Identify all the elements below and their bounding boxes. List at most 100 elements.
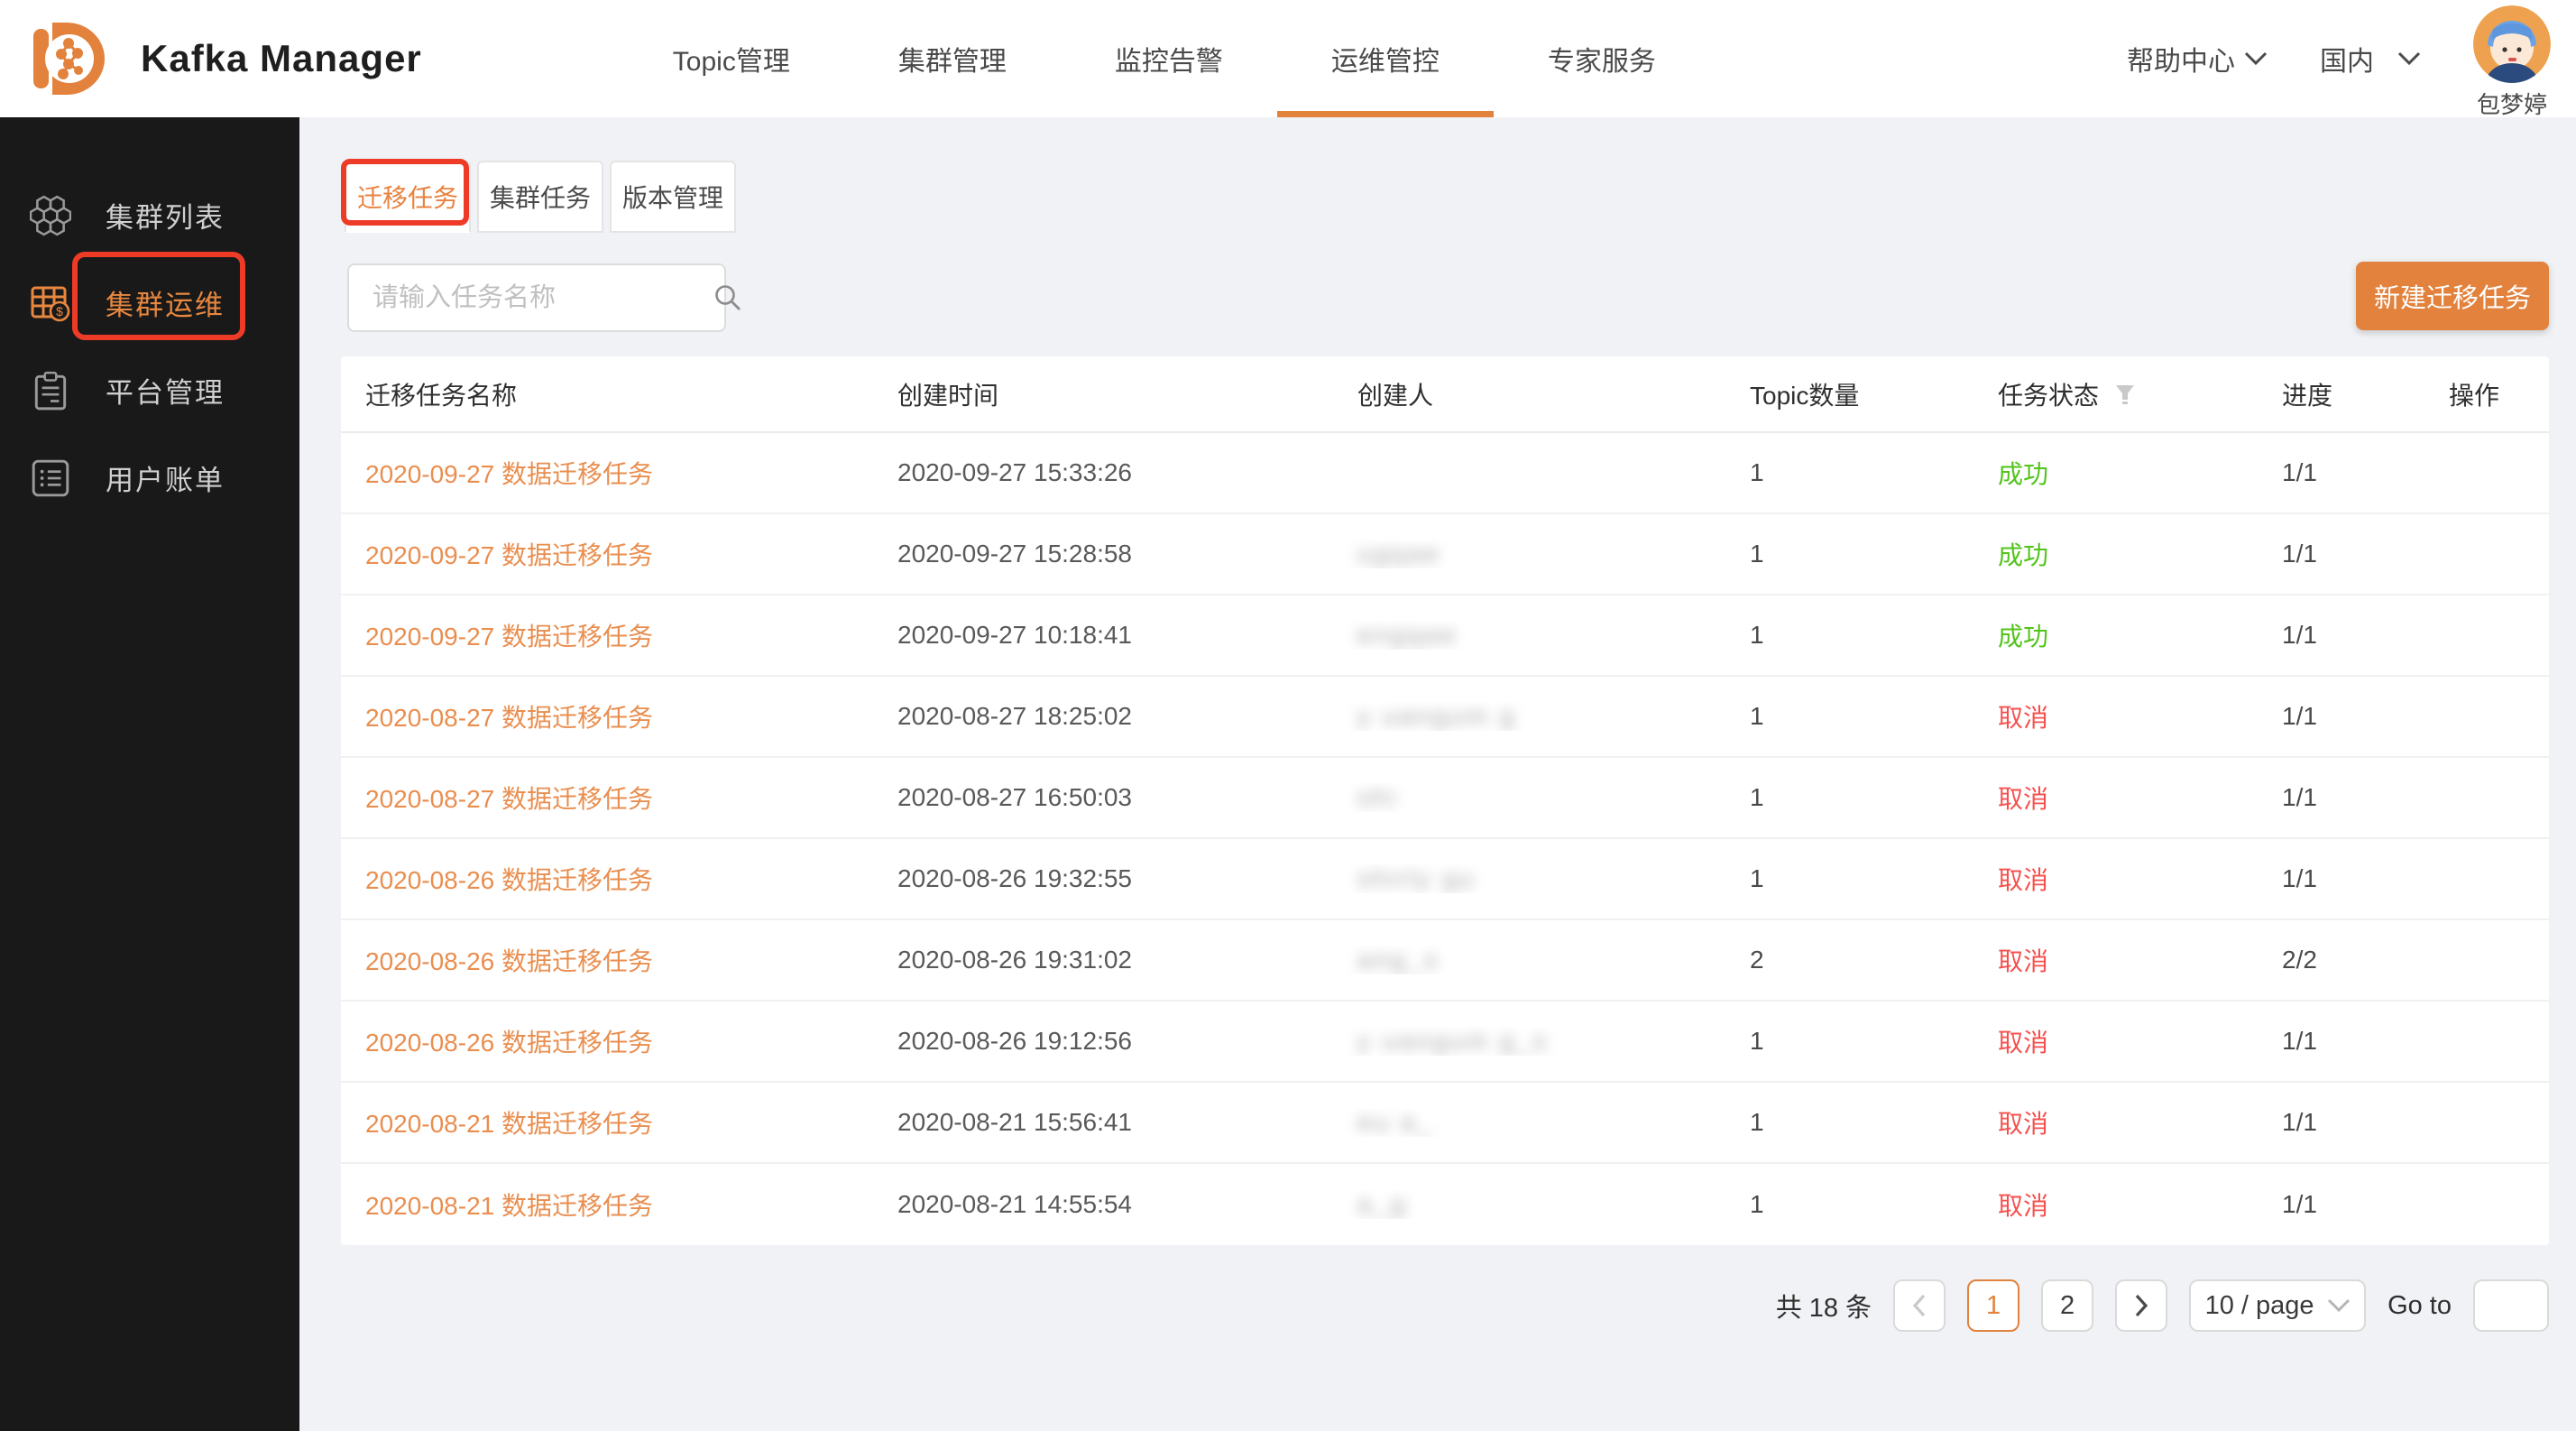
task-name-link[interactable]: 2020-08-21 数据迁移任务 [365,1110,654,1138]
sidebar: 集群列表 $ 集群运维 平台管理 [0,117,299,1431]
nav-ops-control[interactable]: 运维管控 [1276,0,1494,117]
task-search-box [347,263,741,332]
creator-name: eu a_ [1357,1108,1435,1136]
task-name-link[interactable]: 2020-09-27 数据迁移任务 [365,541,654,569]
region-menu[interactable]: 国内 [2320,39,2421,78]
chevron-down-icon [2327,1298,2350,1313]
table-header-row: 迁移任务名称 创建时间 创建人 Topic数量 任务状态 进度 操作 [341,356,2549,433]
table-row: 2020-09-27 数据迁移任务 2020-09-27 15:28:58 ug… [341,514,2549,595]
progress-value: 1/1 [2282,1027,2317,1055]
progress-value: 1/1 [2282,621,2317,649]
list-icon [32,459,69,496]
column-header-created: 创建时间 [897,381,999,410]
created-time: 2020-08-27 18:25:02 [897,702,1132,730]
status-badge: 取消 [1998,1029,2049,1057]
tab-cluster-tasks[interactable]: 集群任务 [477,161,603,233]
progress-value: 2/2 [2282,946,2317,974]
next-page-button[interactable] [2115,1279,2168,1332]
table-row: 2020-08-26 数据迁移任务 2020-08-26 19:31:02 an… [341,920,2549,1002]
task-name-link[interactable]: 2020-08-27 数据迁移任务 [365,704,654,732]
table-body: 2020-09-27 数据迁移任务 2020-09-27 15:33:26 1 … [341,433,2549,1245]
created-time: 2020-08-21 14:55:54 [897,1190,1132,1218]
sidebar-item-cluster-ops[interactable]: $ 集群运维 [0,252,299,346]
top-header: Kafka Manager Topic管理 集群管理 监控告警 运维管控 专家服… [0,0,2576,120]
sidebar-item-user-billing[interactable]: 用户账单 [0,434,299,522]
task-name-link[interactable]: 2020-08-27 数据迁移任务 [365,785,654,813]
topic-count: 1 [1750,783,1764,811]
task-name-link[interactable]: 2020-09-27 数据迁移任务 [365,460,654,488]
nav-monitoring-alerts[interactable]: 监控告警 [1114,47,1223,77]
table-row: 2020-08-27 数据迁移任务 2020-08-27 18:25:02 y … [341,677,2549,758]
created-time: 2020-09-27 15:33:26 [897,458,1132,486]
progress-value: 1/1 [2282,1108,2317,1136]
pagination: 共 18 条 1 2 10 / page Go to [1776,1278,2549,1334]
nav-topic-management[interactable]: Topic管理 [672,47,790,77]
task-name-link[interactable]: 2020-08-26 数据迁移任务 [365,1029,654,1057]
table-row: 2020-08-21 数据迁移任务 2020-08-21 15:56:41 eu… [341,1083,2549,1164]
task-name-link[interactable]: 2020-08-21 数据迁移任务 [365,1192,654,1220]
status-badge: 取消 [1998,1110,2049,1138]
column-header-name: 迁移任务名称 [365,381,518,410]
creator-name: ugqae [1357,540,1441,568]
migration-task-table: 迁移任务名称 创建时间 创建人 Topic数量 任务状态 进度 操作 [341,356,2549,1245]
table-row: 2020-08-26 数据迁移任务 2020-08-26 19:32:55 sh… [341,839,2549,920]
tab-migration-tasks[interactable]: 迁移任务 [341,159,471,233]
sidebar-item-platform-management[interactable]: 平台管理 [0,346,299,434]
task-name-link[interactable]: 2020-08-26 数据迁移任务 [365,866,654,894]
status-badge: 成功 [1998,623,2049,651]
search-icon[interactable] [713,282,743,313]
task-name-link[interactable]: 2020-08-26 数据迁移任务 [365,947,654,975]
chevron-down-icon [2397,51,2421,66]
progress-value: 1/1 [2282,540,2317,568]
clipboard-icon [34,371,67,410]
chevron-down-icon [2244,51,2268,66]
progress-value: 1/1 [2282,458,2317,486]
sidebar-item-label: 用户账单 [106,465,225,496]
create-migration-task-button[interactable]: 新建迁移任务 [2356,262,2549,330]
search-input[interactable] [349,282,713,313]
tab-bar: 迁移任务 集群任务 版本管理 [341,159,736,233]
brand: Kafka Manager [27,12,422,106]
status-badge: 取消 [1998,866,2049,894]
billing-table-icon: $ [31,286,70,321]
table-row: 2020-08-27 数据迁移任务 2020-08-27 16:50:03 sh… [341,758,2549,839]
chevron-right-icon [2135,1294,2148,1317]
help-center-menu[interactable]: 帮助中心 [2127,39,2268,78]
page-button-2[interactable]: 2 [2041,1279,2094,1332]
topic-count: 1 [1750,702,1764,730]
topic-count: 1 [1750,1108,1764,1136]
topic-count: 1 [1750,621,1764,649]
user-block[interactable]: 包梦婷 [2473,5,2551,120]
topic-count: 1 [1750,864,1764,892]
creator-name: a_g [1357,1190,1408,1218]
filter-icon[interactable] [2113,383,2137,406]
top-navigation: Topic管理 集群管理 监控告警 运维管控 专家服务 [619,0,1710,117]
created-time: 2020-08-27 16:50:03 [897,783,1132,811]
column-header-topics: Topic数量 [1750,381,1860,410]
page-button-1[interactable]: 1 [1967,1279,2020,1332]
sidebar-item-label: 集群列表 [106,202,225,234]
table-row: 2020-09-27 数据迁移任务 2020-09-27 15:33:26 1 … [341,433,2549,514]
progress-value: 1/1 [2282,1190,2317,1218]
created-time: 2020-08-26 19:12:56 [897,1027,1132,1055]
status-badge: 取消 [1998,785,2049,813]
goto-page-input[interactable] [2473,1279,2549,1332]
created-time: 2020-08-26 19:32:55 [897,864,1132,892]
prev-page-button[interactable] [1893,1279,1946,1332]
sidebar-item-cluster-list[interactable]: 集群列表 [0,171,299,259]
topic-count: 2 [1750,946,1764,974]
username: 包梦婷 [2476,90,2547,118]
avatar [2473,5,2551,83]
page-size-select[interactable]: 10 / page [2189,1279,2367,1332]
progress-value: 1/1 [2282,702,2317,730]
header-right: 帮助中心 国内 [2127,0,2551,120]
topic-count: 1 [1750,458,1764,486]
tab-version-management[interactable]: 版本管理 [610,161,736,233]
nav-cluster-management[interactable]: 集群管理 [897,47,1007,77]
task-name-link[interactable]: 2020-09-27 数据迁移任务 [365,623,654,651]
topic-count: 1 [1750,1027,1764,1055]
progress-value: 1/1 [2282,864,2317,892]
table-row: 2020-09-27 数据迁移任务 2020-09-27 10:18:41 en… [341,595,2549,677]
nav-expert-services[interactable]: 专家服务 [1547,47,1656,77]
column-header-progress: 进度 [2282,381,2333,410]
